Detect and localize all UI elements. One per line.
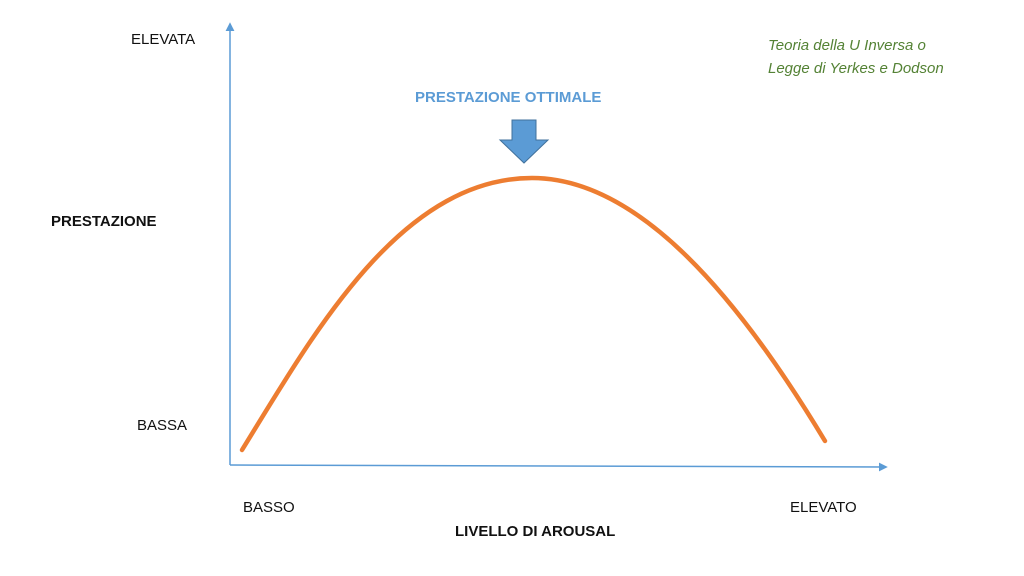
theory-note-line-1: Teoria della U Inversa o xyxy=(768,37,926,54)
theory-note-line-2: Legge di Yerkes e Dodson xyxy=(768,60,944,77)
performance-curve xyxy=(239,175,828,453)
arrow-down-icon xyxy=(498,119,550,164)
y-axis-title: PRESTAZIONE xyxy=(51,213,157,230)
x-axis-title: LIVELLO DI AROUSAL xyxy=(455,523,616,540)
y-axis-top-label: ELEVATA xyxy=(131,31,196,48)
y-axis-bottom-label: BASSA xyxy=(137,417,188,434)
x-axis-right-label: ELEVATO xyxy=(790,499,857,516)
x-axis xyxy=(229,462,888,472)
peak-annotation: PRESTAZIONE OTTIMALE xyxy=(415,89,602,106)
theory-note: Teoria della U Inversa o Legge di Yerkes… xyxy=(768,34,944,80)
x-axis-left-label: BASSO xyxy=(243,499,295,516)
